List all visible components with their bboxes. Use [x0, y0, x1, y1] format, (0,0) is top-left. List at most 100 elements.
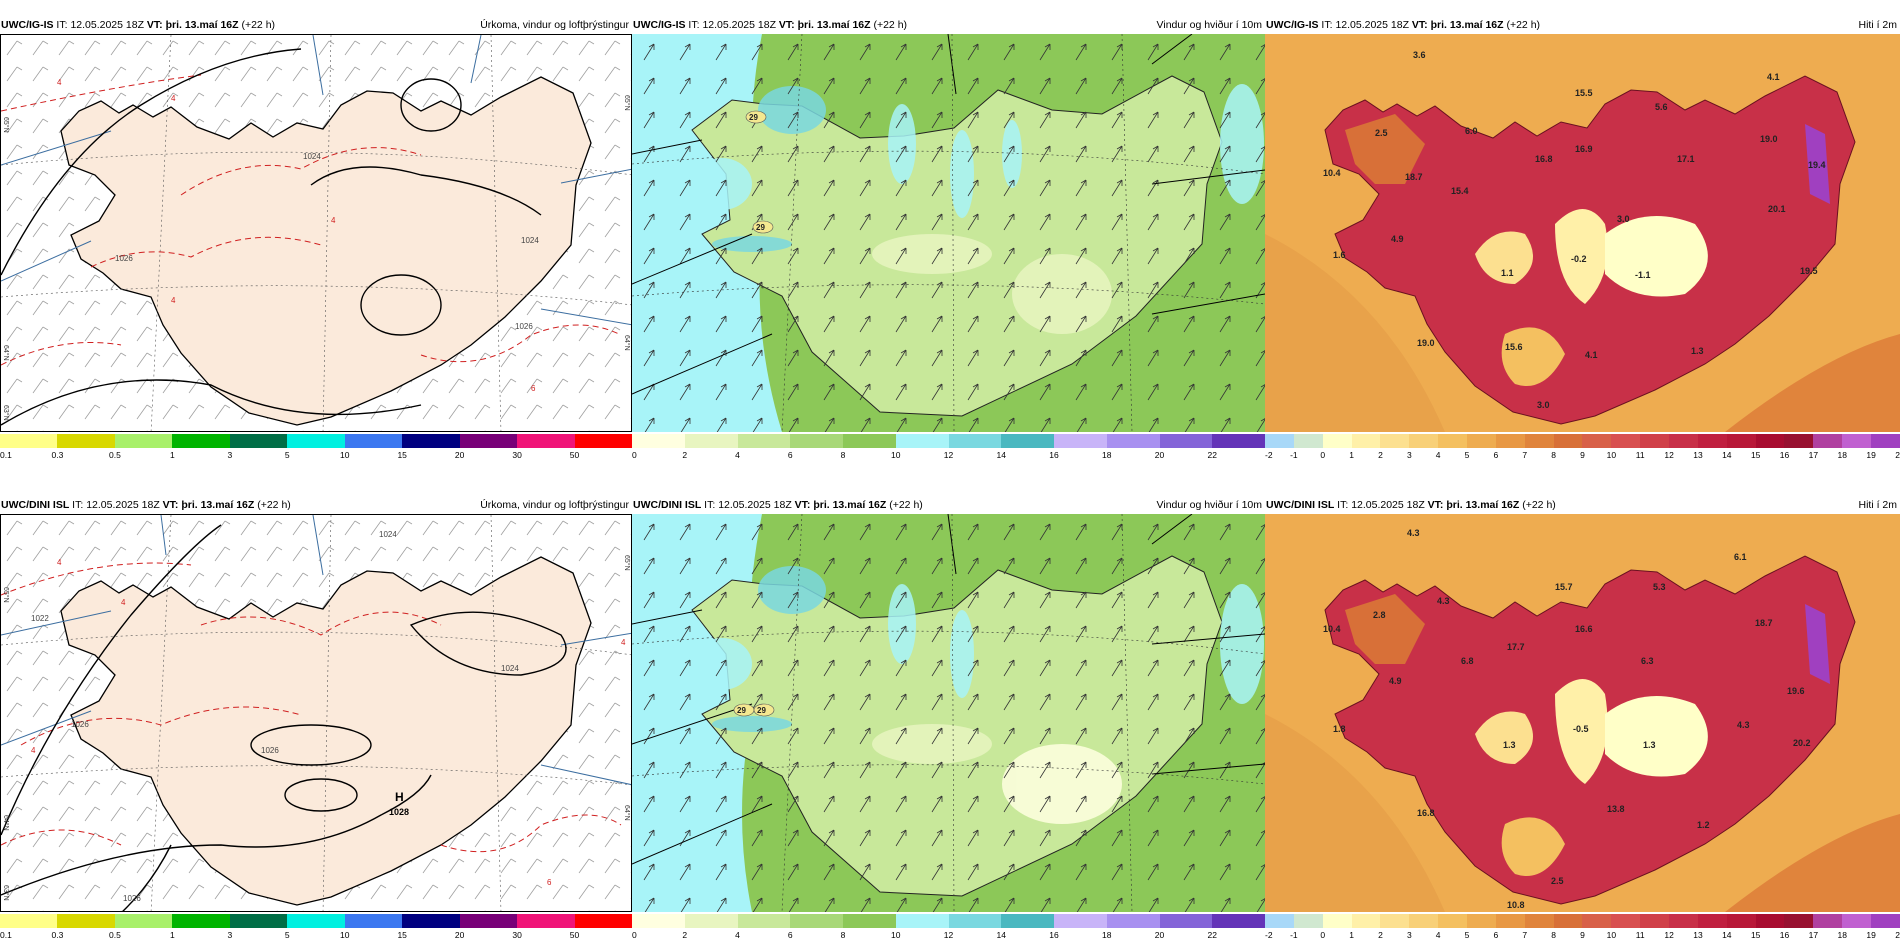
svg-text:18.7: 18.7	[1755, 618, 1773, 628]
precip-map-svg: 1024 1024 1026 1026 4 4 4 4 6	[1, 35, 631, 431]
panel-header: UWC/IG-IS IT: 12.05.2025 18Z VT: þri. 13…	[1265, 16, 1900, 34]
temp-colorbar-ticks: -2-10123456789101112131415161718192021	[1265, 929, 1900, 941]
svg-text:4.9: 4.9	[1389, 676, 1402, 686]
lat-label: 63°N	[2, 405, 9, 421]
temp-colorbar	[1265, 434, 1900, 448]
colorbar-tick-label: 13	[1693, 930, 1703, 940]
colorbar-swatch	[459, 914, 518, 928]
colorbar-swatch	[843, 434, 896, 448]
lat-label: 64°N	[2, 345, 9, 361]
colorbar-swatch	[172, 434, 230, 448]
colorbar-swatch	[1640, 434, 1670, 448]
wind-map[interactable]: 29 29	[632, 514, 1265, 912]
colorbar-swatch	[1265, 434, 1294, 448]
colorbar-tick-label: 15	[1750, 930, 1761, 940]
svg-text:10.8: 10.8	[1507, 900, 1525, 910]
precip-map[interactable]: 1024 1024 1026 1026 4 4 4 4 6 65°N 65°N …	[0, 34, 632, 432]
colorbar-swatch	[1351, 914, 1381, 928]
gust-label: 29	[749, 113, 758, 122]
svg-text:5.3: 5.3	[1653, 582, 1666, 592]
panel-header: UWC/DINI ISL IT: 12.05.2025 18Z VT: þri.…	[0, 496, 632, 514]
colorbar-tick-label: 4	[735, 930, 740, 940]
pressure-label: 1026	[261, 746, 279, 755]
colorbar-swatch	[1409, 914, 1439, 928]
colorbar-tick-label: 12	[943, 450, 954, 460]
colorbar-swatch	[517, 434, 575, 448]
panel-header: UWC/DINI ISL IT: 12.05.2025 18Z VT: þri.…	[1265, 496, 1900, 514]
colorbar-tick-label: 3	[227, 450, 233, 460]
colorbar-swatch	[114, 434, 173, 448]
svg-text:15.5: 15.5	[1575, 88, 1593, 98]
colorbar-tick-label: 16	[1049, 930, 1059, 940]
colorbar-swatch	[1159, 914, 1213, 928]
pressure-label: 1024	[379, 530, 397, 539]
pressure-label: 1026	[115, 254, 133, 263]
wind-map[interactable]: 29 29	[632, 34, 1265, 432]
precip-map[interactable]: 1024 1024 1026 1022 1026 1026 4 4 4 4 6 …	[0, 514, 632, 912]
colorbar-swatch	[229, 434, 288, 448]
colorbar-swatch	[1524, 434, 1554, 448]
colorbar-swatch	[1265, 914, 1294, 928]
colorbar-tick-label: 0	[1320, 450, 1326, 460]
colorbar-tick-label: 14	[996, 930, 1006, 940]
precip-panel-bottom: UWC/DINI ISL IT: 12.05.2025 18Z VT: þri.…	[0, 496, 632, 944]
colorbar-swatch	[1553, 434, 1583, 448]
colorbar-swatch	[1293, 434, 1323, 448]
colorbar-swatch	[1351, 434, 1381, 448]
colorbar-tick-label: 0.1	[0, 450, 12, 460]
colorbar-tick-label: -1	[1290, 450, 1298, 460]
lat-label: 65°N	[623, 95, 630, 111]
colorbar-swatch	[790, 914, 843, 928]
panel-title: Úrkoma, vindur og loftþrýstingur	[480, 19, 629, 31]
colorbar-tick-label: 11	[1635, 930, 1645, 940]
colorbar-swatch	[632, 914, 685, 928]
colorbar-swatch	[1582, 434, 1612, 448]
colorbar-swatch	[684, 434, 738, 448]
colorbar-swatch	[1495, 914, 1525, 928]
svg-text:5.6: 5.6	[1655, 102, 1668, 112]
svg-text:19.6: 19.6	[1787, 686, 1805, 696]
colorbar-swatch	[287, 434, 345, 448]
colorbar-swatch	[1784, 914, 1814, 928]
iceland-landmass	[60, 556, 592, 906]
colorbar-swatch	[1726, 914, 1756, 928]
svg-text:4.3: 4.3	[1407, 528, 1420, 538]
colorbar-tick-label: 17	[1808, 930, 1819, 940]
svg-text:17.7: 17.7	[1507, 642, 1525, 652]
svg-text:6.8: 6.8	[1461, 656, 1474, 666]
svg-text:19.0: 19.0	[1760, 134, 1778, 144]
colorbar-swatch	[1669, 914, 1698, 928]
precip-contour-label: 4	[331, 216, 336, 225]
graticule	[632, 514, 1265, 912]
temp-colorbar	[1265, 914, 1900, 928]
colorbar-tick-label: 12	[1664, 930, 1674, 940]
colorbar-tick-label: 14	[996, 450, 1006, 460]
colorbar-swatch	[1212, 914, 1265, 928]
colorbar-swatch	[1409, 434, 1439, 448]
isobars	[1, 524, 567, 911]
temp-map[interactable]: 3.6 4.1 2.5 6.0 15.5 5.6 19.0 10.4 18.7 …	[1265, 34, 1900, 432]
svg-text:13.8: 13.8	[1607, 804, 1625, 814]
colorbar-tick-label: 2	[1378, 450, 1383, 460]
colorbar-tick-label: 13	[1693, 450, 1703, 460]
colorbar-tick-label: -1	[1290, 930, 1298, 940]
colorbar-tick-label: 4	[1435, 930, 1441, 940]
graticule	[1, 35, 631, 431]
temp-map[interactable]: 4.3 6.1 2.8 4.3 15.7 5.3 10.4 16.6 18.7 …	[1265, 514, 1900, 912]
precip-contour-label: 4	[171, 94, 176, 103]
colorbar-swatch	[684, 914, 738, 928]
colorbar-swatch	[172, 914, 230, 928]
precip-contour-label: 4	[121, 598, 126, 607]
colorbar-tick-label: 1	[169, 930, 175, 940]
precip-contour-label: 4	[31, 746, 36, 755]
colorbar-tick-label: 18	[1102, 930, 1112, 940]
pressure-label: 1026	[123, 894, 141, 903]
precip-colorbar	[0, 434, 632, 448]
colorbar-tick-label: 30	[512, 450, 522, 460]
colorbar-swatch	[1842, 914, 1872, 928]
svg-text:15.4: 15.4	[1451, 186, 1469, 196]
grid-lines	[1, 515, 631, 786]
pressure-label: 1026	[515, 322, 533, 331]
colorbar-tick-label: 18	[1102, 450, 1112, 460]
colorbar-tick-label: 19	[1866, 930, 1876, 940]
